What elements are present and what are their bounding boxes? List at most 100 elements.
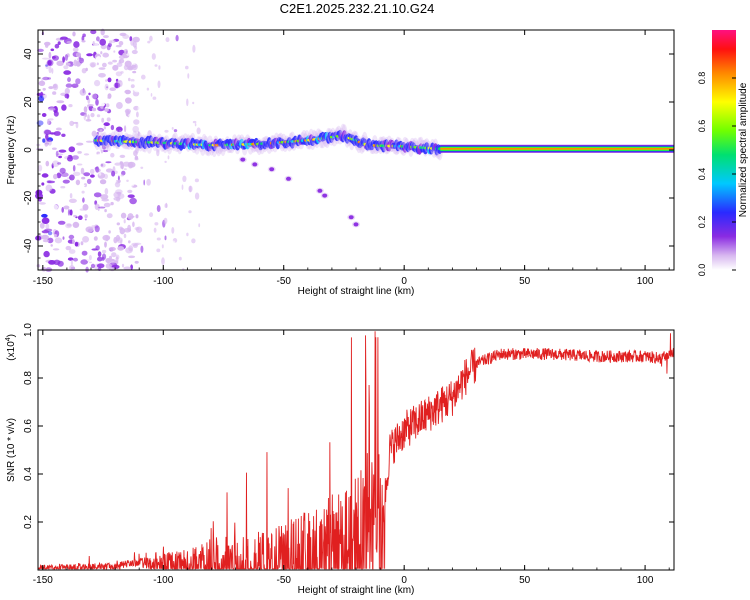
noise-speckle [116, 102, 123, 109]
snr-x-label: Height of straight line (km) [298, 585, 415, 596]
noise-speckle [137, 105, 142, 113]
noise-speckle [194, 178, 199, 183]
noise-speckle [42, 76, 50, 81]
noise-speckle [137, 131, 140, 137]
noise-speckle [41, 217, 50, 224]
noise-speckle [53, 173, 58, 180]
noise-speckle [104, 108, 109, 112]
y-tick-label: -40 [23, 238, 34, 253]
figure-title: C2E1.2025.232.21.10.G24 [280, 1, 435, 16]
noise-speckle [104, 209, 107, 213]
noise-speckle [61, 104, 67, 111]
colorbar-tick-label: 0.6 [697, 120, 707, 133]
noise-speckle [115, 80, 122, 83]
noise-speckle [122, 161, 131, 167]
noise-speckle [107, 93, 112, 99]
noise-speckle [99, 183, 108, 186]
noise-speckle [115, 44, 122, 48]
noise-speckle [112, 64, 119, 71]
noise-speckle [127, 213, 134, 220]
noise-speckle [120, 92, 127, 97]
noise-speckle [187, 73, 190, 79]
noise-speckle [100, 149, 103, 154]
noise-speckle [95, 166, 100, 173]
noise-speckle [41, 266, 47, 272]
noise-speckle [85, 140, 94, 143]
noise-speckle [98, 73, 106, 78]
noise-speckle [147, 40, 151, 44]
noise-speckle [132, 41, 137, 48]
noise-speckle [96, 153, 104, 160]
noise-speckle [169, 196, 173, 205]
noise-speckle [93, 192, 102, 198]
noise-speckle [91, 248, 98, 251]
noise-speckle [116, 222, 121, 226]
noise-speckle [47, 231, 53, 236]
noise-speckle [82, 197, 85, 203]
noise-speckle [63, 205, 70, 210]
noise-speckle [141, 74, 146, 80]
noise-speckle [72, 47, 79, 52]
noise-speckle [44, 228, 53, 232]
noise-speckle [119, 58, 125, 64]
noise-speckle [105, 263, 112, 269]
noise-speckle [101, 249, 107, 254]
noise-speckle [65, 223, 72, 229]
noise-speckle [140, 166, 144, 169]
noise-speckle [124, 60, 132, 68]
noise-speckle [83, 153, 90, 156]
noise-speckle [42, 87, 46, 91]
noise-speckle [54, 234, 57, 238]
noise-speckle [88, 92, 91, 96]
noise-speckle [194, 192, 200, 200]
noise-speckle [98, 172, 102, 176]
noise-speckle [120, 212, 127, 219]
noise-speckle [156, 149, 160, 157]
noise-speckle [41, 234, 49, 240]
noise-speckle [98, 102, 105, 107]
noise-speckle [173, 129, 178, 133]
noise-speckle [115, 256, 119, 264]
noise-speckle [86, 178, 92, 185]
snr-multiplier: (x104) [5, 334, 17, 361]
colorbar: 0.0 0.2 0.4 0.6 0.8 Normalized spectral ampl… [697, 30, 749, 276]
noise-speckle [42, 149, 49, 155]
noise-speckle [81, 176, 86, 180]
noise-speckle [146, 87, 150, 91]
noise-speckle [41, 182, 45, 186]
noise-speckle [128, 113, 136, 118]
noise-speckle [192, 44, 196, 53]
noise-speckle [105, 161, 112, 164]
noise-speckle [108, 246, 116, 252]
noise-speckle [128, 255, 136, 259]
noise-speckle [165, 202, 168, 208]
noise-speckle [83, 172, 91, 177]
noise-speckle [39, 222, 45, 229]
noise-speckle [164, 160, 167, 163]
noise-speckle [65, 62, 71, 66]
noise-speckle [118, 41, 124, 46]
noise-speckle [110, 201, 114, 206]
colorbar-tick-label: 0.8 [697, 72, 707, 85]
noise-speckle [55, 127, 62, 131]
noise-speckle [87, 114, 90, 121]
noise-speckle [133, 86, 141, 93]
noise-speckle [108, 230, 111, 234]
noise-speckle [83, 113, 87, 121]
noise-speckle [81, 40, 86, 43]
noise-speckle [91, 107, 97, 112]
noise-speckle [165, 37, 170, 43]
noise-speckle [98, 206, 106, 209]
noise-speckle [131, 230, 136, 235]
noise-speckle [67, 156, 73, 162]
noise-speckle [72, 31, 76, 37]
noise-speckle [102, 52, 109, 58]
noise-speckle [186, 98, 189, 107]
x-tick-label: -50 [277, 276, 292, 287]
noise-speckle [51, 68, 54, 74]
noise-speckle [109, 234, 114, 241]
noise-speckle [132, 125, 139, 133]
noise-speckle [75, 78, 81, 85]
noise-speckle [103, 173, 108, 179]
noise-speckle [63, 65, 69, 70]
